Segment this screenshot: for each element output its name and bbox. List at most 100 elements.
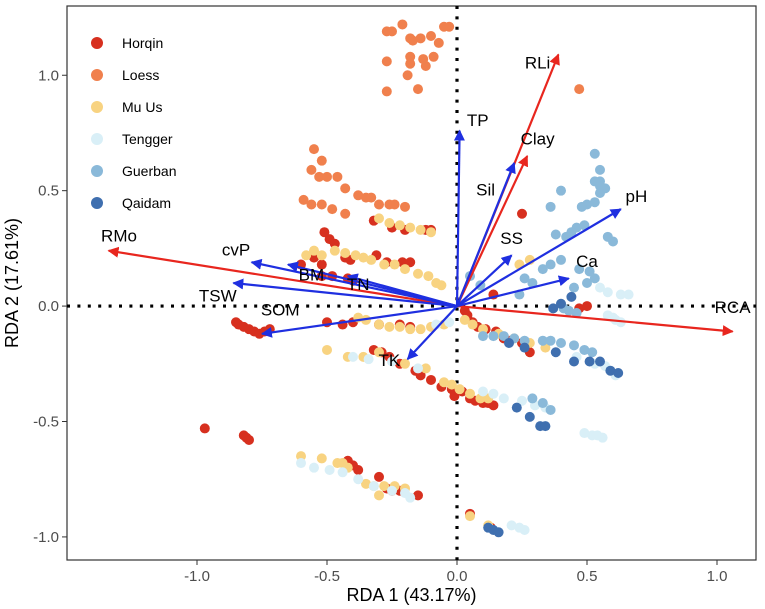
point-mu-us <box>459 314 470 325</box>
point-horqin <box>426 374 436 385</box>
point-mu-us <box>394 321 405 332</box>
point-tengger <box>597 432 608 443</box>
point-guerban <box>574 264 585 275</box>
point-guerban <box>556 254 566 265</box>
vector-label-ca: Ca <box>576 252 598 271</box>
point-guerban <box>589 197 600 208</box>
point-guerban <box>579 220 590 231</box>
point-loess <box>397 19 408 30</box>
legend-label: Mu Us <box>122 99 162 115</box>
point-horqin <box>309 252 319 263</box>
point-mu-us <box>322 344 332 355</box>
point-qaidam <box>566 291 577 302</box>
point-mu-us <box>415 324 426 335</box>
point-loess <box>353 190 364 201</box>
point-tengger <box>595 282 605 293</box>
point-qaidam <box>504 338 514 349</box>
point-loess <box>574 84 585 95</box>
point-mu-us <box>384 217 395 228</box>
point-mu-us <box>316 453 327 464</box>
legend-label: Qaidam <box>122 195 171 211</box>
point-guerban <box>556 185 566 196</box>
vector-ca <box>456 275 570 308</box>
point-loess <box>433 37 444 48</box>
point-tengger <box>324 464 335 475</box>
point-mu-us <box>405 324 416 335</box>
point-mu-us <box>340 247 351 258</box>
point-guerban <box>519 273 530 284</box>
legend-label: Guerban <box>122 163 176 179</box>
point-mu-us <box>446 379 457 390</box>
point-tengger <box>444 317 455 328</box>
x-axis: -1.0 -0.5 0.0 0.5 1.0 <box>184 560 727 585</box>
point-tengger <box>579 428 590 439</box>
point-mu-us <box>374 347 384 358</box>
point-mu-us <box>374 213 384 224</box>
vector-tk <box>406 305 458 360</box>
vector-rca <box>456 304 734 337</box>
point-horqin <box>405 257 416 268</box>
point-loess <box>340 183 351 194</box>
point-mu-us <box>329 245 340 256</box>
point-qaidam <box>540 421 551 432</box>
point-guerban <box>595 181 605 192</box>
point-qaidam <box>613 368 624 379</box>
vector-label-tp: TP <box>467 111 489 130</box>
point-tengger <box>615 289 626 300</box>
point-qaidam <box>595 356 605 367</box>
point-loess <box>405 58 416 69</box>
point-qaidam <box>584 356 595 367</box>
point-qaidam <box>548 303 559 314</box>
vector-clay <box>456 155 529 307</box>
point-tengger <box>353 474 364 485</box>
point-loess <box>327 204 338 215</box>
legend-key-tengger <box>91 133 103 145</box>
point-mu-us <box>413 268 423 279</box>
point-loess <box>415 33 426 44</box>
legend-key-mu-us <box>91 101 103 113</box>
vector-tsw <box>232 278 458 308</box>
point-qaidam <box>605 365 616 376</box>
point-tengger <box>498 393 509 404</box>
vector-label-cvp: cvP <box>222 240 250 259</box>
point-mu-us <box>467 319 478 330</box>
legend: Horqin Loess Mu Us Tengger Guerban Qaidam <box>91 35 176 211</box>
vector-som <box>260 304 458 338</box>
point-loess <box>387 26 397 37</box>
point-loess <box>316 199 327 210</box>
point-tengger <box>296 458 306 469</box>
point-tengger <box>368 481 379 492</box>
vector-label-rmo: RMo <box>101 226 137 245</box>
point-loess <box>405 51 416 62</box>
point-mu-us <box>389 259 400 270</box>
point-loess <box>298 194 309 205</box>
point-mu-us <box>415 224 426 235</box>
point-guerban <box>498 331 509 342</box>
point-mu-us <box>366 254 377 265</box>
vectors-layer: RLi Clay RMo RCA TP pH Sil SS Ca cvP TSW BM TN SOM TK <box>101 53 751 370</box>
point-mu-us <box>379 259 390 270</box>
point-loess <box>381 56 392 67</box>
point-mu-us <box>436 280 447 291</box>
vector-label-clay: Clay <box>521 130 556 149</box>
plot-panel <box>66 5 757 561</box>
y-tick-label: 0.0 <box>38 298 59 315</box>
point-guerban <box>537 335 548 346</box>
point-loess <box>426 31 436 42</box>
vector-ss <box>456 254 513 307</box>
point-mu-us <box>309 245 319 256</box>
vector-label-tsw: TSW <box>199 286 237 305</box>
point-loess <box>306 199 317 210</box>
point-loess <box>402 70 413 81</box>
y-tick-label: -1.0 <box>33 529 59 546</box>
point-mu-us <box>465 388 475 399</box>
point-guerban <box>545 259 556 270</box>
point-mu-us <box>316 250 327 261</box>
point-loess <box>314 171 325 182</box>
x-tick-label: -0.5 <box>314 568 340 585</box>
point-qaidam <box>524 411 535 422</box>
point-tengger <box>405 492 416 503</box>
point-mu-us <box>420 363 431 374</box>
point-tengger <box>337 467 348 478</box>
